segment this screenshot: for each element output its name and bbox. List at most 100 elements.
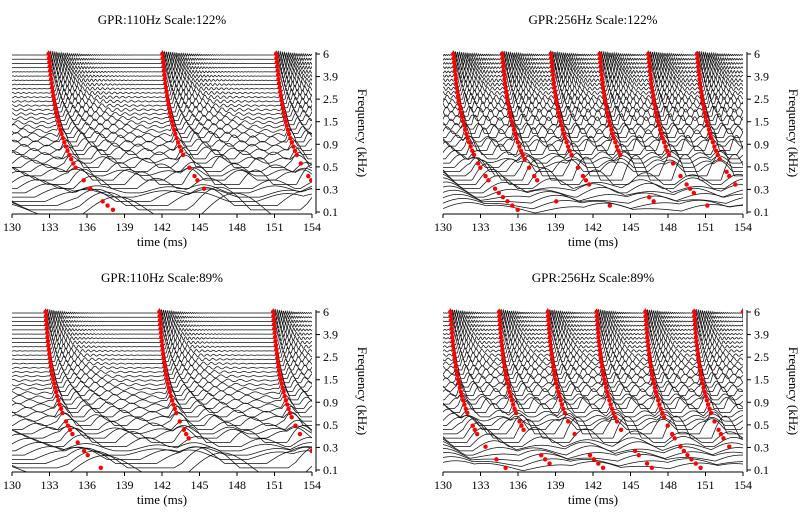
- peak-marker: [718, 431, 724, 437]
- peak-marker: [510, 402, 516, 407]
- peak-marker: [466, 140, 472, 145]
- peak-marker: [606, 393, 611, 399]
- peak-marker: [645, 339, 650, 344]
- peak-marker: [600, 81, 605, 86]
- peak-marker: [158, 330, 164, 336]
- peak-marker: [594, 313, 600, 319]
- peak-marker: [69, 157, 74, 162]
- peak-marker: [460, 398, 466, 403]
- trace-channel: [12, 102, 312, 113]
- trace-channel: [12, 73, 312, 83]
- peak-marker: [453, 360, 458, 365]
- peak-marker: [710, 140, 716, 145]
- peak-marker: [160, 51, 165, 56]
- peak-marker: [605, 110, 610, 116]
- peak-marker: [456, 381, 462, 386]
- peak-marker: [721, 436, 726, 441]
- peak-marker: [650, 93, 656, 99]
- peak-marker: [650, 377, 656, 382]
- trace-channel: [443, 433, 743, 448]
- peak-marker: [159, 343, 165, 348]
- trace-channel: [12, 128, 312, 138]
- peak-marker: [614, 144, 620, 149]
- peak-marker: [275, 72, 281, 78]
- peak-marker: [81, 178, 86, 183]
- peak-marker: [560, 127, 565, 132]
- peak-marker: [653, 106, 658, 111]
- peak-marker: [451, 55, 456, 61]
- peak-marker: [717, 157, 722, 162]
- trace-channel: [443, 77, 743, 88]
- peak-marker: [275, 64, 280, 69]
- peak-marker: [599, 364, 605, 369]
- peak-marker: [309, 448, 312, 454]
- trace-channel: [12, 94, 312, 104]
- peak-marker: [607, 203, 613, 208]
- y-tick-label: 0.5: [754, 160, 769, 174]
- peak-marker: [287, 410, 293, 416]
- peak-marker: [502, 76, 507, 82]
- peak-marker: [272, 326, 277, 331]
- peak-marker: [460, 119, 466, 124]
- peak-marker: [52, 102, 57, 107]
- peak-marker: [521, 427, 526, 433]
- trace-channel: [12, 152, 312, 168]
- peak-marker: [177, 419, 182, 424]
- peak-marker: [158, 322, 163, 327]
- peak-marker: [167, 110, 173, 116]
- peak-marker: [545, 313, 551, 319]
- peak-marker: [164, 377, 170, 382]
- peak-marker: [706, 127, 712, 132]
- peak-marker: [701, 385, 706, 390]
- peak-marker: [704, 119, 709, 124]
- peak-marker: [549, 351, 554, 357]
- peak-marker: [608, 402, 613, 407]
- peak-marker: [534, 178, 540, 183]
- peak-marker: [165, 97, 170, 103]
- trace-channel: [443, 415, 743, 426]
- trace-channel: [12, 154, 312, 164]
- x-tick-label: 139: [547, 220, 565, 234]
- peak-marker: [276, 76, 281, 82]
- peak-marker: [665, 423, 670, 428]
- peak-marker: [47, 64, 52, 69]
- trace-channel: [12, 386, 312, 396]
- trace-channel: [443, 136, 743, 147]
- peak-marker: [643, 313, 648, 319]
- peak-marker: [288, 135, 293, 141]
- peak-marker: [160, 351, 166, 357]
- peak-marker: [648, 72, 653, 78]
- trace-channel: [443, 460, 743, 472]
- trace-channel: [443, 427, 743, 443]
- peak-marker: [609, 127, 614, 132]
- peak-marker: [170, 123, 176, 128]
- y-tick-label: 0.9: [323, 395, 338, 409]
- peak-marker: [272, 330, 277, 336]
- y-tick-label: 1.5: [754, 373, 769, 387]
- peak-marker: [500, 60, 506, 65]
- peak-marker: [294, 152, 300, 158]
- peak-marker: [548, 347, 554, 352]
- trace-channel: [443, 412, 743, 422]
- trace-channel: [12, 188, 312, 202]
- peak-marker: [666, 152, 672, 158]
- peak-marker: [162, 76, 167, 82]
- peak-marker: [602, 381, 608, 386]
- trace-channel: [443, 150, 743, 177]
- peak-marker: [173, 131, 178, 137]
- peak-marker: [572, 431, 577, 437]
- peak-marker: [85, 452, 90, 458]
- peak-marker: [548, 51, 554, 56]
- y-tick-label: 0.9: [323, 137, 338, 151]
- peak-marker: [597, 343, 602, 348]
- y-tick-label: 6: [323, 305, 329, 319]
- peak-marker: [475, 161, 481, 166]
- peak-marker: [162, 364, 168, 369]
- peak-marker: [162, 72, 167, 78]
- trace-channel: [12, 147, 312, 160]
- peak-marker: [509, 398, 515, 403]
- peak-marker: [695, 55, 700, 61]
- x-tick-label: 148: [659, 478, 677, 492]
- peak-marker: [500, 194, 506, 200]
- peak-marker: [654, 393, 660, 399]
